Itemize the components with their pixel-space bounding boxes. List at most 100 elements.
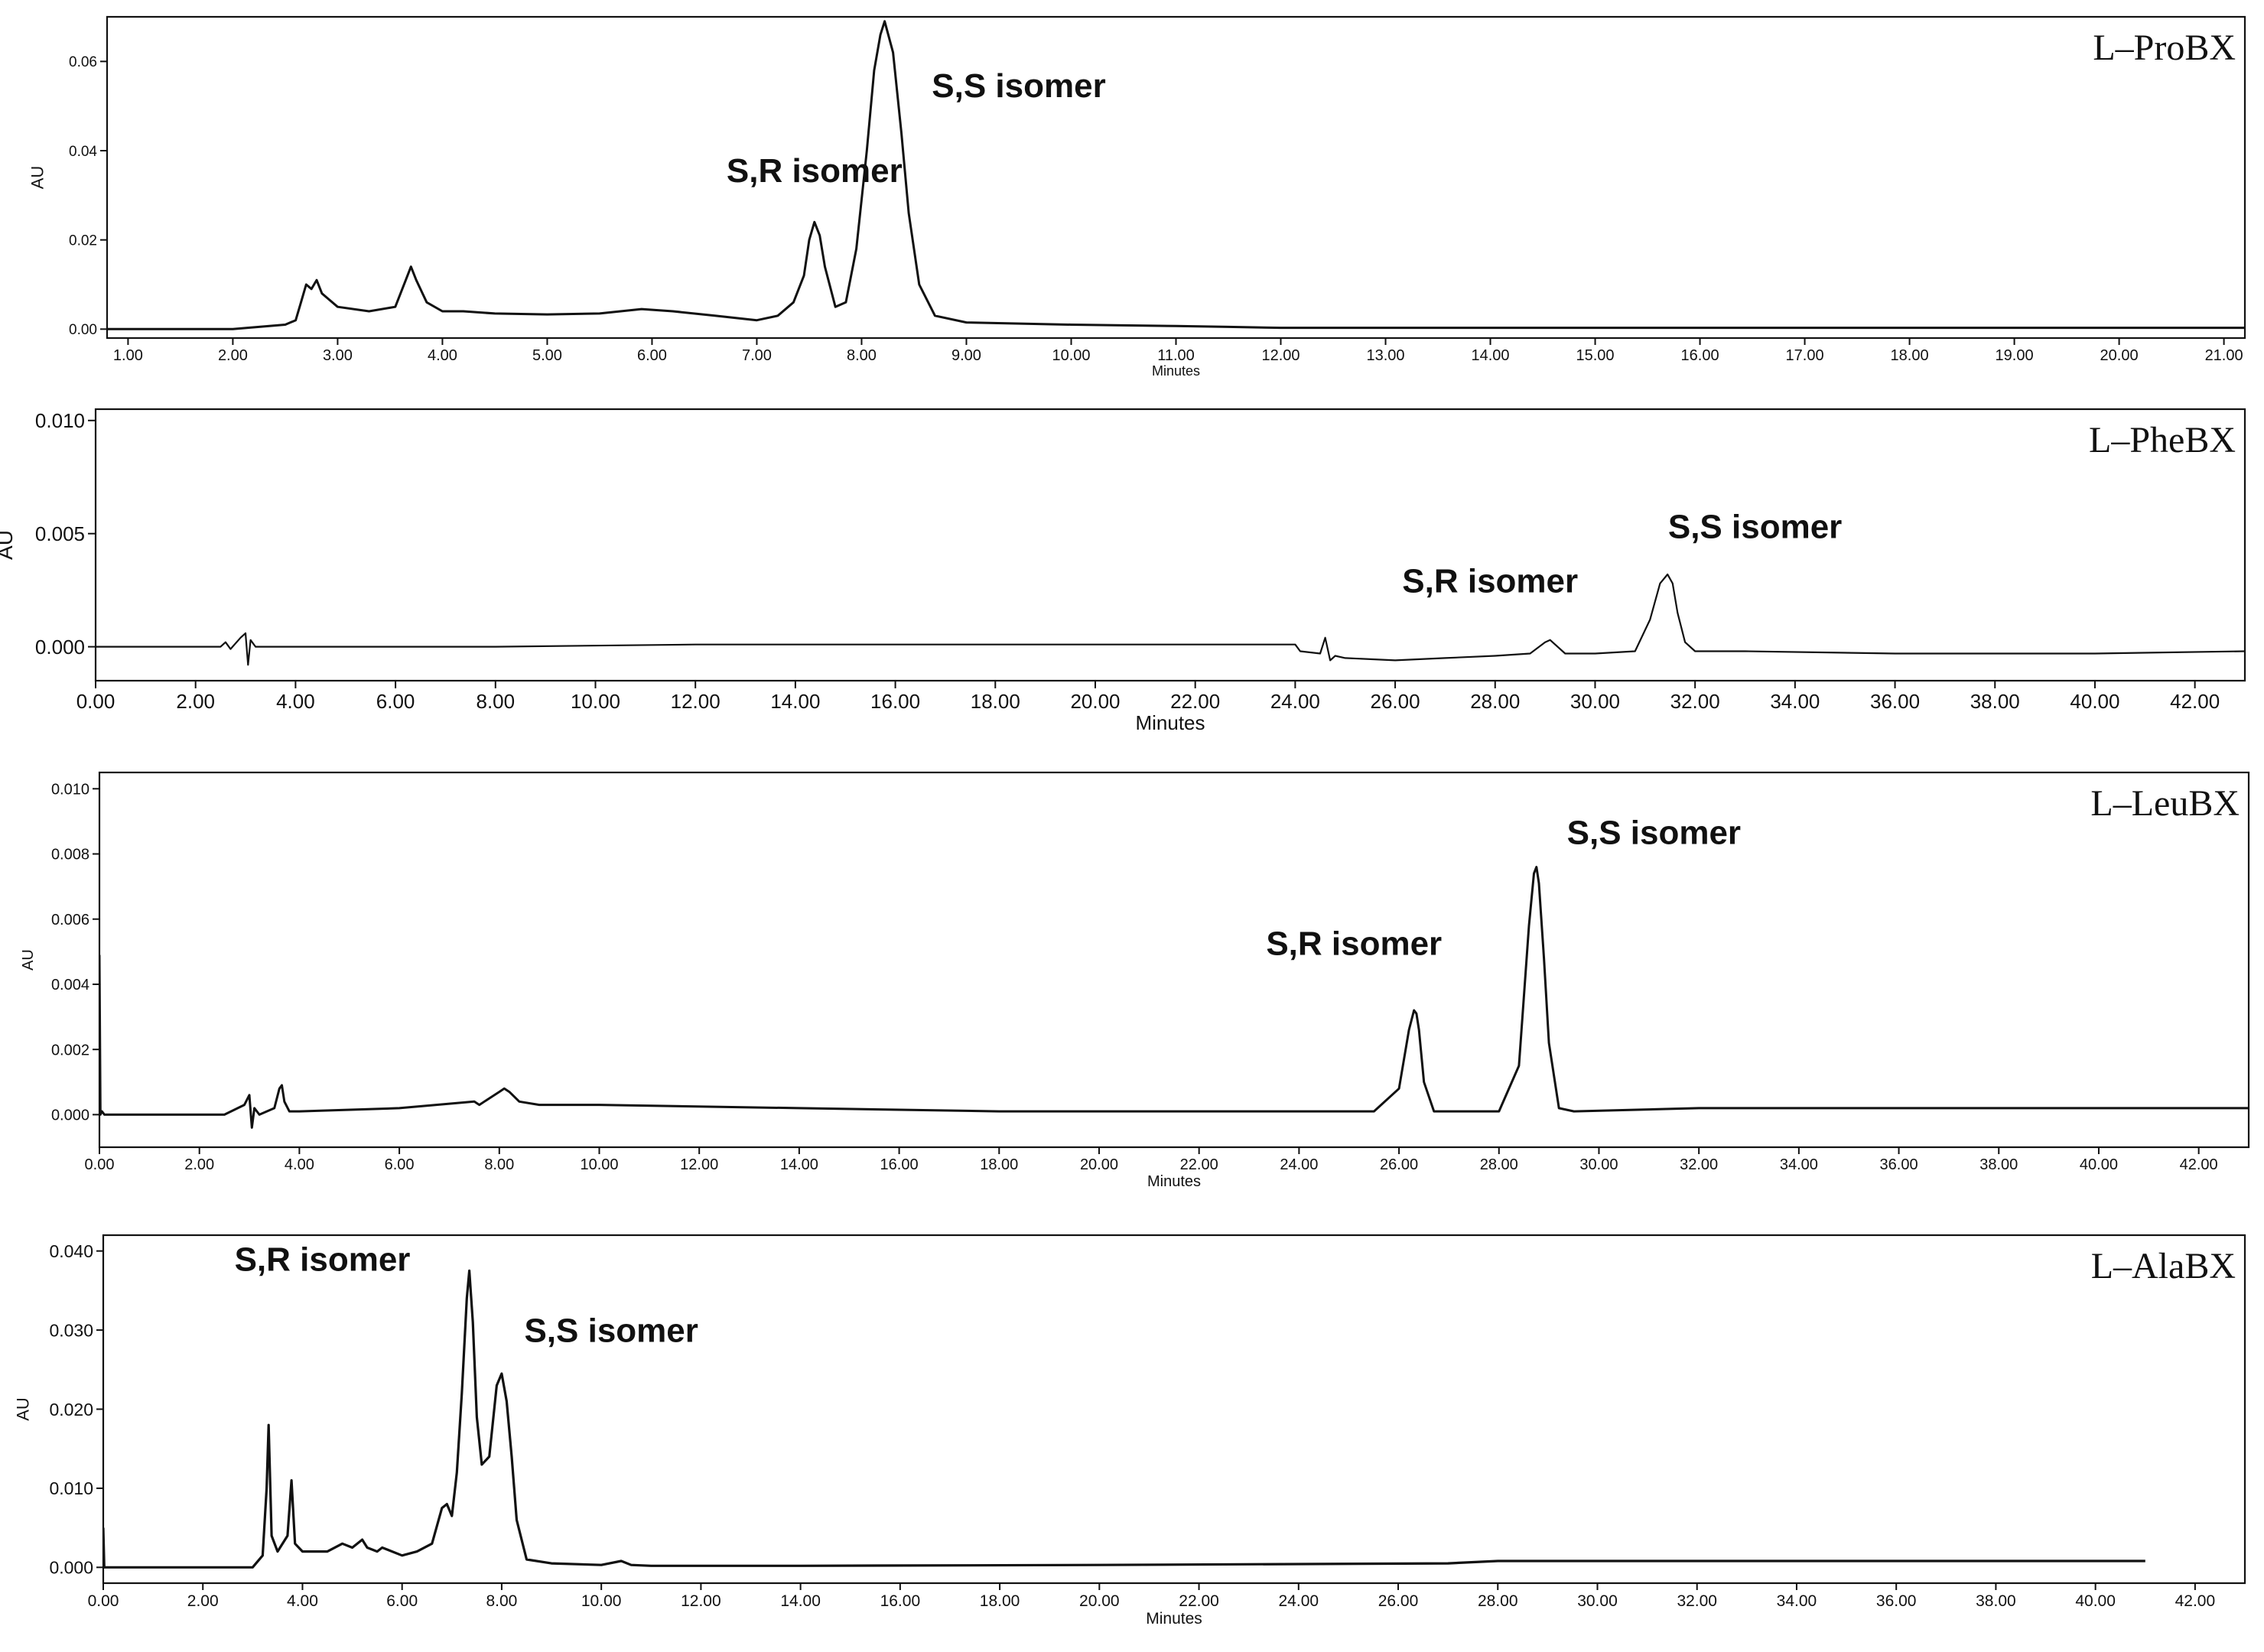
- peak-annotation: S,R isomer: [1266, 925, 1442, 963]
- x-tick-label: 32.00: [1670, 690, 1720, 713]
- x-tick-label: 6.00: [376, 690, 415, 713]
- x-tick-label: 2.00: [176, 690, 215, 713]
- x-tick-label: 16.00: [880, 1156, 919, 1173]
- x-tick-label: 6.00: [385, 1156, 415, 1173]
- x-tick-label: 12.00: [681, 1592, 721, 1610]
- x-tick-label: 18.00: [980, 1592, 1020, 1610]
- x-tick-label: 14.00: [770, 690, 820, 713]
- y-tick-label: 0.030: [49, 1320, 93, 1340]
- x-tick-label: 22.00: [1170, 690, 1220, 713]
- chromatogram-trace: [103, 1269, 2145, 1569]
- y-tick-label: 0.004: [51, 977, 89, 993]
- chromatogram-panel-4: 0.000 0.010 0.020 0.030 0.040 0.00 2.00 4.00 6.0…: [14, 1234, 2246, 1628]
- peak-annotation: S,S isomer: [1567, 815, 1741, 852]
- x-tick-label: 26.00: [1371, 690, 1420, 713]
- plot-frame: [102, 1234, 2246, 1585]
- x-axis-title: Minutes: [1147, 1173, 1201, 1190]
- y-tick-label: 0.002: [51, 1042, 89, 1059]
- x-tick-label: 8.00: [476, 690, 515, 713]
- x-tick-label: 16.00: [870, 690, 920, 713]
- x-tick-label: 14.00: [780, 1592, 821, 1610]
- x-tick-label: 18.00: [1891, 347, 1929, 364]
- chromatogram-trace: [99, 866, 2249, 1129]
- x-tick-label: 21.00: [2205, 347, 2243, 364]
- x-tick-label: 6.00: [386, 1592, 418, 1610]
- x-tick-label: 10.00: [580, 1156, 618, 1173]
- x-tick-label: 42.00: [2180, 1156, 2218, 1173]
- compound-label: L–PheBX: [2089, 420, 2236, 460]
- x-tick-label: 20.00: [1079, 1592, 1120, 1610]
- compound-label: L–AlaBX: [2091, 1246, 2236, 1286]
- x-tick-label: 8.00: [484, 1156, 514, 1173]
- y-tick-label: 0.020: [49, 1400, 93, 1419]
- x-tick-label: 10.00: [1052, 347, 1090, 364]
- y-tick-label: 0.00: [69, 322, 97, 338]
- x-tick-label: 0.00: [85, 1156, 115, 1173]
- x-tick-label: 8.00: [486, 1592, 517, 1610]
- x-tick-label: 20.00: [1070, 690, 1120, 713]
- x-tick-label: 24.00: [1279, 1592, 1319, 1610]
- x-tick-label: 17.00: [1786, 347, 1824, 364]
- peak-annotation: S,S isomer: [1668, 509, 1842, 546]
- chromatogram-trace: [107, 20, 2245, 330]
- x-tick-label: 2.00: [218, 347, 248, 364]
- y-tick-label: 0.010: [35, 409, 85, 432]
- x-tick-label: 16.00: [1681, 347, 1719, 364]
- x-tick-label: 34.00: [1780, 1156, 1818, 1173]
- x-tick-label: 38.00: [1970, 690, 2020, 713]
- x-tick-label: 42.00: [2175, 1592, 2216, 1610]
- x-tick-label: 5.00: [532, 347, 562, 364]
- y-tick-label: 0.000: [49, 1558, 93, 1578]
- x-tick-label: 14.00: [780, 1156, 818, 1173]
- x-axis-title: Minutes: [1152, 363, 1200, 379]
- x-tick-label: 28.00: [1480, 1156, 1518, 1173]
- compound-label: L–LeuBX: [2090, 783, 2240, 824]
- plot-frame: [94, 408, 2246, 682]
- x-tick-label: 34.00: [1770, 690, 1820, 713]
- x-tick-label: 19.00: [1996, 347, 2034, 364]
- y-tick-label: 0.04: [69, 144, 97, 160]
- y-axis-title: AU: [28, 166, 47, 190]
- x-tick-label: 12.00: [680, 1156, 718, 1173]
- x-tick-label: 11.00: [1157, 347, 1195, 364]
- y-axis-title: AU: [0, 530, 17, 560]
- x-tick-label: 12.00: [671, 690, 721, 713]
- x-tick-label: 32.00: [1680, 1156, 1718, 1173]
- x-tick-label: 42.00: [2170, 690, 2220, 713]
- x-tick-label: 26.00: [1380, 1156, 1418, 1173]
- x-tick-label: 28.00: [1470, 690, 1520, 713]
- x-tick-label: 8.00: [847, 347, 877, 364]
- plot-frame: [98, 771, 2250, 1149]
- peak-annotation: S,R isomer: [235, 1241, 411, 1279]
- y-tick-label: 0.06: [69, 54, 97, 70]
- x-tick-label: 20.00: [2100, 347, 2139, 364]
- x-tick-label: 12.00: [1261, 347, 1300, 364]
- x-tick-label: 36.00: [1870, 690, 1920, 713]
- x-tick-label: 0.00: [88, 1592, 119, 1610]
- y-tick-label: 0.02: [69, 233, 97, 249]
- x-tick-label: 15.00: [1576, 347, 1615, 364]
- peak-annotation: S,R isomer: [727, 152, 903, 190]
- x-tick-label: 40.00: [2080, 1156, 2118, 1173]
- y-tick-label: 0.008: [51, 847, 89, 863]
- x-tick-label: 22.00: [1179, 1592, 1219, 1610]
- x-tick-label: 32.00: [1677, 1592, 1717, 1610]
- y-tick-label: 0.000: [51, 1107, 89, 1124]
- x-axis-title: Minutes: [1135, 711, 1205, 734]
- chromatogram-panel-1: 0.00 0.02 0.04 0.06 1.00 2.00 3.00 4.00 5.00 6.00…: [28, 15, 2246, 379]
- x-tick-label: 24.00: [1270, 690, 1320, 713]
- compound-label: L–ProBX: [2093, 28, 2236, 68]
- y-tick-label: 0.006: [51, 912, 89, 928]
- y-tick-label: 0.010: [51, 782, 89, 798]
- y-tick-label: 0.005: [35, 522, 85, 545]
- x-tick-label: 30.00: [1579, 1156, 1618, 1173]
- x-tick-label: 34.00: [1777, 1592, 1817, 1610]
- x-tick-label: 36.00: [1876, 1592, 1917, 1610]
- x-tick-label: 38.00: [1979, 1156, 2018, 1173]
- x-tick-label: 4.00: [276, 690, 315, 713]
- x-tick-label: 24.00: [1280, 1156, 1318, 1173]
- chromatogram-panel-2: 0.000 0.005 0.010 0.00 2.00 4.00 6.00 8.00 10.00…: [0, 408, 2246, 734]
- x-tick-label: 10.00: [571, 690, 620, 713]
- x-axis-title: Minutes: [1146, 1610, 1202, 1628]
